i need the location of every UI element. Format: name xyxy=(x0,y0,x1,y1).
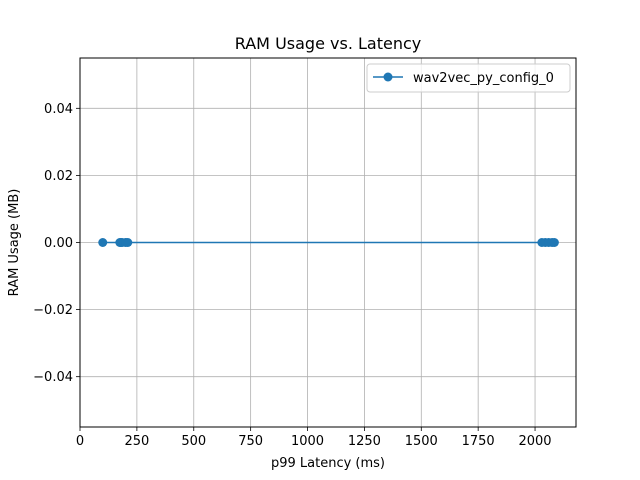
x-tick-label: 2000 xyxy=(518,434,551,449)
x-axis-label: p99 Latency (ms) xyxy=(271,456,385,471)
legend: wav2vec_py_config_0 xyxy=(366,63,571,93)
data-point xyxy=(123,238,133,247)
y-tick-label: 0.02 xyxy=(44,169,73,184)
x-tick-label: 1250 xyxy=(348,434,381,449)
x-tick-label: 750 xyxy=(238,434,263,449)
x-tick-label: 1000 xyxy=(291,434,324,449)
legend-box xyxy=(366,63,571,93)
x-tick-label: 1500 xyxy=(405,434,438,449)
y-axis-label: RAM Usage (MB) xyxy=(7,189,22,297)
y-tick-label: −0.04 xyxy=(33,370,73,385)
legend-marker xyxy=(383,72,393,82)
series-layer xyxy=(98,238,559,247)
x-tick-label: 1750 xyxy=(462,434,495,449)
chart-title: RAM Usage vs. Latency xyxy=(235,34,421,53)
data-point xyxy=(549,238,559,247)
y-tick-label: 0.04 xyxy=(44,102,73,117)
x-tick-label: 250 xyxy=(124,434,149,449)
legend-entry-wav2vec-py-config-0: wav2vec_py_config_0 xyxy=(413,71,554,86)
data-point xyxy=(98,238,108,247)
y-tick-label: 0.00 xyxy=(44,236,73,251)
y-axis: −0.04 −0.02 0.00 0.02 0.04 xyxy=(33,102,80,385)
x-tick-label: 0 xyxy=(76,434,84,449)
y-tick-label: −0.02 xyxy=(33,303,73,318)
x-axis: 0 250 500 750 1000 1250 1500 1750 2000 xyxy=(76,427,552,449)
x-tick-label: 500 xyxy=(181,434,206,449)
